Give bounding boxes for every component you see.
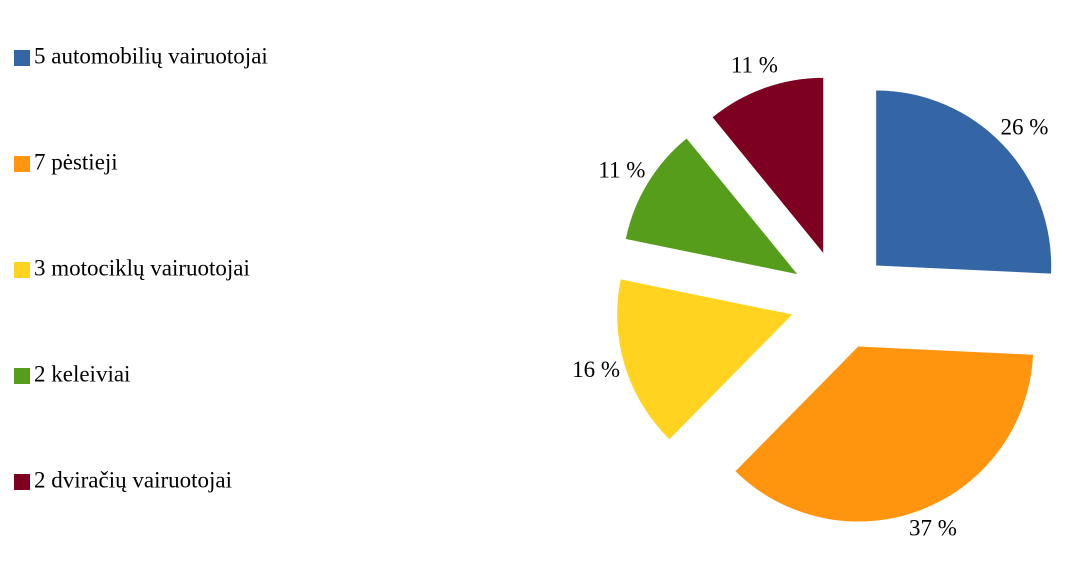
data-label: 11 %	[731, 53, 778, 78]
legend-swatch	[14, 50, 30, 66]
legend-swatch	[14, 262, 30, 278]
legend-swatch	[14, 368, 30, 384]
data-label: 16 %	[572, 357, 620, 382]
legend-label: 5 automobilių vairuotojai	[34, 43, 268, 68]
pie-slice	[625, 138, 798, 275]
legend-label: 3 motociklų vairuotojai	[34, 255, 250, 280]
pie-slice	[617, 279, 793, 440]
data-label: 11 %	[598, 157, 645, 182]
legend-swatch	[14, 156, 30, 172]
pie-slice	[712, 77, 824, 253]
legend-label: 7 pėstieji	[34, 149, 118, 174]
legend-swatch	[14, 474, 30, 490]
legend-label: 2 keleiviai	[34, 361, 130, 386]
legend-label: 2 dviračių vairuotojai	[34, 467, 232, 492]
pie-slice	[735, 346, 1034, 522]
data-label: 26 %	[1001, 115, 1049, 140]
pie-slice	[876, 90, 1052, 274]
data-label: 37 %	[909, 515, 957, 540]
